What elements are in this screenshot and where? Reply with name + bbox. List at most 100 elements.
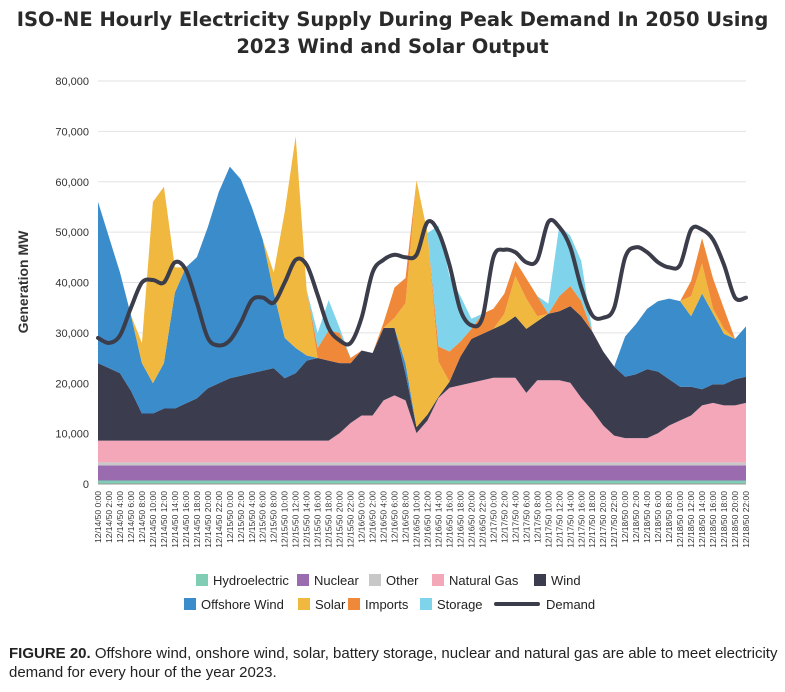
- y-tick-label: 30,000: [55, 328, 89, 340]
- area-series-group: [98, 136, 746, 484]
- demand-line: [96, 217, 748, 348]
- legend-swatch-offshore-wind: [184, 598, 196, 610]
- legend-label-demand: Demand: [546, 597, 595, 612]
- x-tick-label: 12/15/50 12:00: [291, 491, 301, 548]
- x-tick-label: 12/18/50 16:00: [708, 491, 718, 548]
- chart-title: ISO-NE Hourly Electricity Supply During …: [0, 6, 785, 60]
- x-tick-label: 12/16/50 14:00: [433, 491, 443, 548]
- y-axis: 0 10,000 20,000 30,000 40,000 50,000 60,000 70,…: [55, 76, 746, 491]
- legend-label-storage: Storage: [437, 597, 483, 612]
- legend: Hydroelectric Nuclear Other Natural Gas Wind…: [184, 573, 595, 612]
- x-tick-label: 12/17/50 16:00: [576, 491, 586, 548]
- legend-label-wind: Wind: [551, 573, 581, 588]
- x-tick-label: 12/18/50 20:00: [730, 491, 740, 548]
- x-tick-label: 12/18/50 14:00: [697, 491, 707, 548]
- caption-label: FIGURE 20.: [9, 645, 91, 662]
- x-tick-label: 12/16/50 18:00: [455, 491, 465, 548]
- legend-swatch-wind: [534, 574, 546, 586]
- legend-swatch-other: [369, 574, 381, 586]
- x-tick-label: 12/16/50 6:00: [390, 491, 400, 543]
- x-tick-label: 12/16/50 22:00: [477, 491, 487, 548]
- x-tick-label: 12/14/50 20:00: [203, 491, 213, 548]
- stacked-area-chart: 0 10,000 20,000 30,000 40,000 50,000 60,000 70,…: [15, 76, 751, 612]
- x-tick-label: 12/15/50 4:00: [247, 491, 257, 543]
- figure-caption: FIGURE 20. Offshore wind, onshore wind, …: [9, 644, 779, 682]
- x-tick-label: 12/14/50 6:00: [126, 491, 136, 543]
- x-tick-label: 12/18/50 4:00: [642, 491, 652, 543]
- x-tick-label: 12/14/50 4:00: [115, 491, 125, 543]
- x-tick-label: 12/17/50 2:00: [499, 491, 509, 543]
- x-tick-label: 12/15/50 18:00: [324, 491, 334, 548]
- x-tick-label: 12/17/50 4:00: [510, 491, 520, 543]
- x-tick-label: 12/16/50 20:00: [466, 491, 476, 548]
- x-tick-label: 12/15/50 2:00: [236, 491, 246, 543]
- x-tick-label: 12/17/50 10:00: [543, 491, 553, 548]
- area-nuclear: [98, 465, 746, 481]
- x-tick-label: 12/14/50 14:00: [170, 491, 180, 548]
- x-tick-label: 12/15/50 22:00: [346, 491, 356, 548]
- x-tick-label: 12/14/50 0:00: [93, 491, 103, 543]
- legend-swatch-hydroelectric: [196, 574, 208, 586]
- legend-swatch-solar: [298, 598, 310, 610]
- legend-label-offshore-wind: Offshore Wind: [201, 597, 284, 612]
- legend-label-imports: Imports: [365, 597, 409, 612]
- x-tick-label: 12/18/50 22:00: [741, 491, 751, 548]
- x-tick-label: 12/15/50 6:00: [258, 491, 268, 543]
- y-tick-label: 70,000: [55, 126, 89, 138]
- x-tick-label: 12/14/50 10:00: [148, 491, 158, 548]
- legend-label-other: Other: [386, 573, 419, 588]
- x-tick-label: 12/15/50 10:00: [280, 491, 290, 548]
- legend-swatch-nuclear: [297, 574, 309, 586]
- y-tick-label: 40,000: [55, 278, 89, 290]
- x-tick-label: 12/17/50 18:00: [587, 491, 597, 548]
- x-tick-label: 12/17/50 22:00: [609, 491, 619, 548]
- x-tick-label: 12/15/50 20:00: [335, 491, 345, 548]
- chart-title-line-1: ISO-NE Hourly Electricity Supply During …: [16, 8, 769, 31]
- x-tick-label: 12/16/50 2:00: [368, 491, 378, 543]
- y-tick-label: 50,000: [55, 227, 89, 239]
- x-tick-label: 12/17/50 14:00: [565, 491, 575, 548]
- x-tick-label: 12/14/50 22:00: [214, 491, 224, 548]
- x-tick-label: 12/18/50 8:00: [664, 491, 674, 543]
- legend-label-hydroelectric: Hydroelectric: [213, 573, 289, 588]
- x-tick-label: 12/17/50 12:00: [554, 491, 564, 548]
- legend-label-nuclear: Nuclear: [314, 573, 359, 588]
- chart-title-line-2: 2023 Wind and Solar Output: [236, 35, 549, 58]
- x-tick-label: 12/17/50 20:00: [598, 491, 608, 548]
- area-offshore-wind: [98, 166, 746, 428]
- x-tick-label: 12/14/50 2:00: [104, 491, 114, 543]
- y-tick-label: 60,000: [55, 177, 89, 189]
- x-tick-label: 12/16/50 4:00: [379, 491, 389, 543]
- x-tick-label: 12/16/50 12:00: [422, 491, 432, 548]
- x-tick-label: 12/14/50 16:00: [181, 491, 191, 548]
- x-tick-label: 12/16/50 16:00: [444, 491, 454, 548]
- legend-label-solar: Solar: [315, 597, 346, 612]
- x-tick-label: 12/16/50 10:00: [412, 491, 422, 548]
- x-tick-label: 12/18/50 0:00: [620, 491, 630, 543]
- y-axis-label: Generation MW: [15, 230, 31, 333]
- legend-swatch-imports: [348, 598, 360, 610]
- y-tick-label: 20,000: [55, 378, 89, 390]
- x-tick-label: 12/18/50 2:00: [631, 491, 641, 543]
- x-tick-label: 12/18/50 6:00: [653, 491, 663, 543]
- x-tick-label: 12/15/50 16:00: [313, 491, 323, 548]
- x-tick-label: 12/17/50 0:00: [488, 491, 498, 543]
- y-tick-label: 10,000: [55, 429, 89, 441]
- x-tick-label: 12/14/50 8:00: [137, 491, 147, 543]
- area-natural-gas: [98, 377, 746, 463]
- x-tick-label: 12/17/50 8:00: [532, 491, 542, 543]
- y-tick-label: 0: [83, 479, 89, 491]
- x-axis: 12/14/50 0:00 12/14/50 2:00 12/14/50 4:00 1…: [93, 491, 751, 548]
- x-tick-label: 12/16/50 0:00: [357, 491, 367, 543]
- x-tick-label: 12/18/50 12:00: [686, 491, 696, 548]
- demand-line-group: [96, 217, 748, 348]
- area-other: [98, 462, 746, 466]
- x-tick-label: 12/17/50 6:00: [521, 491, 531, 543]
- legend-label-natural-gas: Natural Gas: [449, 573, 519, 588]
- legend-swatch-natural-gas: [432, 574, 444, 586]
- x-tick-label: 12/18/50 10:00: [675, 491, 685, 548]
- x-tick-label: 12/14/50 18:00: [192, 491, 202, 548]
- x-tick-label: 12/18/50 18:00: [719, 491, 729, 548]
- legend-swatch-storage: [420, 598, 432, 610]
- x-tick-label: 12/16/50 8:00: [401, 491, 411, 543]
